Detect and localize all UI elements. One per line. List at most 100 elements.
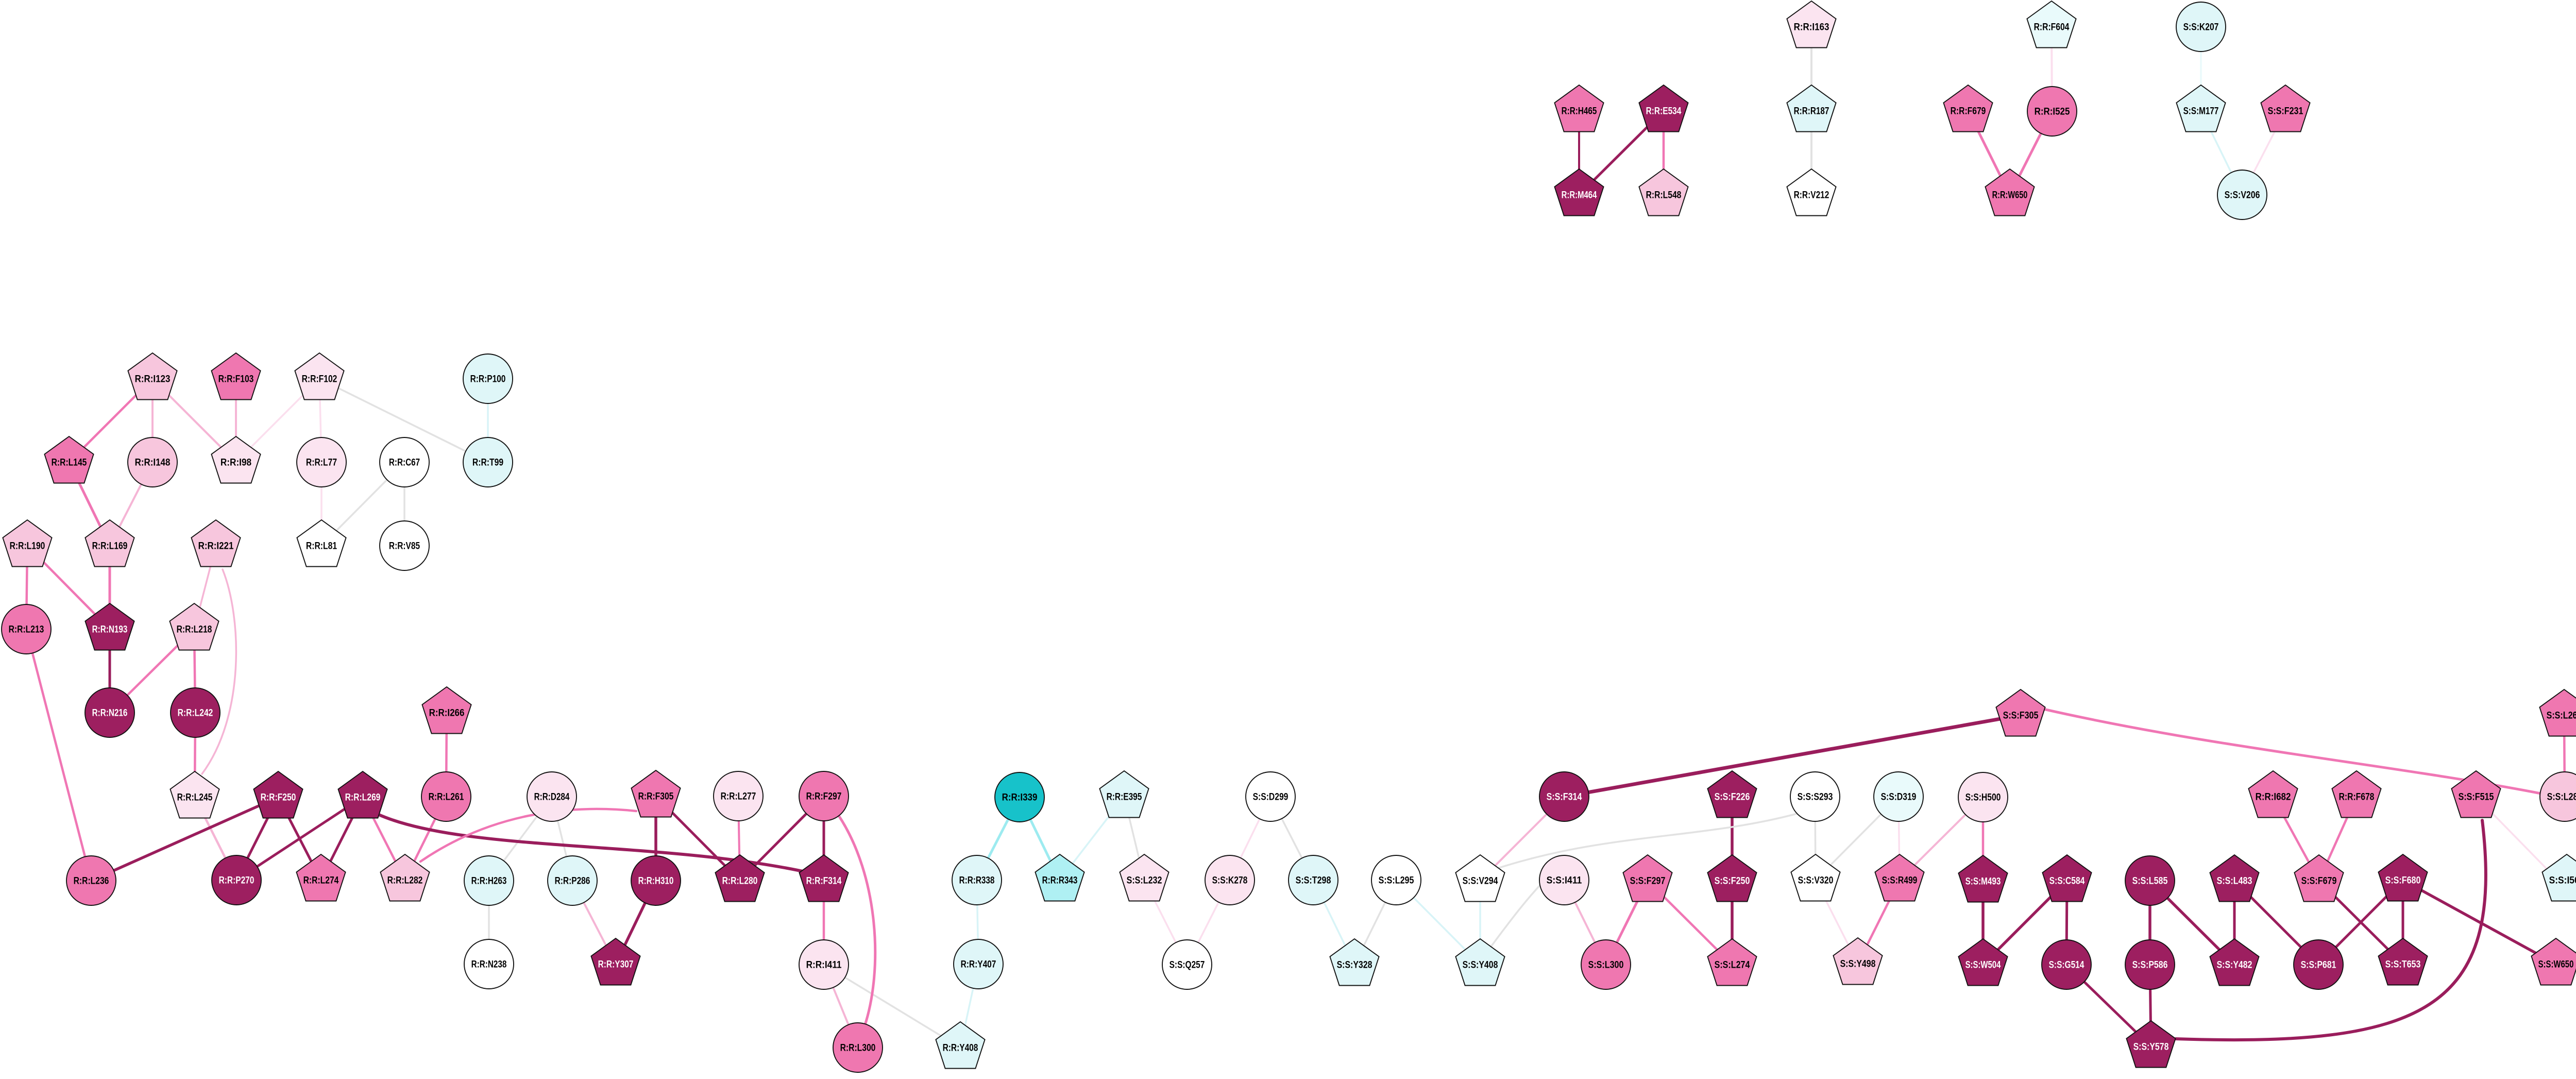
svg-text:R:R:F305: R:R:F305 bbox=[638, 791, 674, 802]
svg-text:S:S:T653: S:S:T653 bbox=[2385, 959, 2421, 970]
svg-text:S:S:D299: S:S:D299 bbox=[1253, 791, 1289, 803]
svg-text:S:S:F314: S:S:F314 bbox=[1547, 791, 1582, 803]
svg-text:S:S:Q257: S:S:Q257 bbox=[1170, 959, 1205, 971]
svg-text:R:R:H263: R:R:H263 bbox=[471, 875, 507, 887]
svg-text:R:R:M464: R:R:M464 bbox=[1562, 190, 1597, 201]
svg-text:S:S:V320: S:S:V320 bbox=[1798, 875, 1834, 886]
svg-text:R:R:Y407: R:R:Y407 bbox=[961, 959, 996, 970]
svg-text:R:R:I221: R:R:I221 bbox=[198, 541, 234, 552]
svg-text:R:R:F314: R:R:F314 bbox=[806, 875, 842, 887]
svg-text:R:R:L548: R:R:L548 bbox=[1646, 190, 1682, 201]
svg-text:R:R:I148: R:R:I148 bbox=[135, 457, 171, 468]
svg-text:R:R:C67: R:R:C67 bbox=[389, 457, 420, 468]
svg-text:S:S:P681: S:S:P681 bbox=[2301, 959, 2336, 971]
svg-text:S:S:L300: S:S:L300 bbox=[1588, 959, 1624, 971]
svg-text:R:R:W650: R:R:W650 bbox=[1992, 190, 2028, 201]
svg-text:S:S:M493: S:S:M493 bbox=[1965, 876, 2001, 887]
svg-text:R:R:F679: R:R:F679 bbox=[1951, 106, 1986, 117]
svg-text:S:S:F231: S:S:F231 bbox=[2268, 106, 2303, 117]
svg-text:S:S:F679: S:S:F679 bbox=[2301, 875, 2337, 887]
svg-text:R:R:L242: R:R:L242 bbox=[178, 707, 213, 719]
svg-text:R:R:L245: R:R:L245 bbox=[177, 792, 213, 803]
svg-text:R:R:P100: R:R:P100 bbox=[470, 374, 506, 385]
svg-text:R:R:F250: R:R:F250 bbox=[261, 792, 296, 803]
svg-text:R:R:I98: R:R:I98 bbox=[221, 457, 251, 468]
svg-text:S:S:Y328: S:S:Y328 bbox=[1337, 959, 1372, 971]
svg-text:S:S:L232: S:S:L232 bbox=[1127, 875, 1162, 886]
svg-text:R:R:L77: R:R:L77 bbox=[306, 457, 337, 468]
svg-text:S:S:L585: S:S:L585 bbox=[2132, 875, 2168, 887]
svg-text:R:R:I163: R:R:I163 bbox=[1794, 22, 1829, 33]
svg-text:R:R:L81: R:R:L81 bbox=[306, 541, 337, 552]
svg-text:S:S:Y408: S:S:Y408 bbox=[1463, 959, 1498, 971]
svg-text:S:S:L282: S:S:L282 bbox=[2547, 791, 2576, 803]
svg-text:R:R:E395: R:R:E395 bbox=[1107, 791, 1142, 803]
svg-text:R:R:L190: R:R:L190 bbox=[10, 541, 45, 552]
svg-text:S:S:L274: S:S:L274 bbox=[1715, 959, 1750, 971]
svg-text:S:S:Y578: S:S:Y578 bbox=[2133, 1041, 2169, 1053]
svg-text:S:S:F297: S:S:F297 bbox=[1630, 875, 1666, 887]
svg-text:S:S:F515: S:S:F515 bbox=[2459, 791, 2494, 803]
svg-text:R:R:D284: R:R:D284 bbox=[534, 791, 570, 803]
svg-text:R:R:L269: R:R:L269 bbox=[345, 792, 381, 803]
svg-text:R:R:I266: R:R:I266 bbox=[429, 707, 465, 719]
svg-text:R:R:T99: R:R:T99 bbox=[472, 457, 503, 468]
svg-text:S:S:F250: S:S:F250 bbox=[1715, 875, 1750, 887]
svg-text:R:R:H465: R:R:H465 bbox=[1562, 106, 1597, 117]
svg-text:S:S:K278: S:S:K278 bbox=[1212, 875, 1248, 886]
svg-text:S:S:F680: S:S:F680 bbox=[2385, 875, 2421, 886]
svg-text:S:S:L295: S:S:L295 bbox=[1379, 875, 1414, 886]
svg-text:R:R:F297: R:R:F297 bbox=[806, 791, 842, 802]
svg-text:S:S:C584: S:S:C584 bbox=[2049, 875, 2085, 887]
svg-text:S:S:K207: S:S:K207 bbox=[2183, 22, 2219, 33]
svg-text:R:R:I123: R:R:I123 bbox=[135, 374, 171, 385]
svg-text:R:R:R343: R:R:R343 bbox=[1042, 875, 1078, 886]
svg-text:R:R:N238: R:R:N238 bbox=[471, 959, 507, 970]
svg-text:R:R:F103: R:R:F103 bbox=[218, 374, 254, 385]
svg-text:R:R:I525: R:R:I525 bbox=[2035, 106, 2070, 117]
svg-text:R:R:Y408: R:R:Y408 bbox=[943, 1042, 978, 1054]
svg-text:R:R:I339: R:R:I339 bbox=[1002, 792, 1038, 803]
svg-text:S:S:W504: S:S:W504 bbox=[1965, 959, 2001, 971]
svg-text:S:S:R499: S:S:R499 bbox=[1882, 875, 1918, 886]
svg-text:S:S:M177: S:S:M177 bbox=[2183, 106, 2219, 117]
svg-text:S:S:D319: S:S:D319 bbox=[1881, 791, 1917, 803]
svg-text:S:S:I411: S:S:I411 bbox=[1547, 875, 1582, 886]
svg-text:S:S:T298: S:S:T298 bbox=[1296, 875, 1331, 886]
svg-text:R:R:L145: R:R:L145 bbox=[52, 457, 87, 468]
svg-text:S:S:L261: S:S:L261 bbox=[2547, 710, 2576, 721]
svg-text:R:R:P270: R:R:P270 bbox=[219, 875, 255, 886]
svg-text:R:R:Y307: R:R:Y307 bbox=[598, 959, 634, 970]
svg-text:R:R:L236: R:R:L236 bbox=[74, 875, 109, 887]
svg-text:R:R:L261: R:R:L261 bbox=[429, 791, 464, 803]
svg-text:R:R:V85: R:R:V85 bbox=[389, 541, 420, 552]
svg-text:R:R:L169: R:R:L169 bbox=[92, 541, 128, 552]
svg-text:R:R:I682: R:R:I682 bbox=[2256, 791, 2291, 803]
svg-text:R:R:L274: R:R:L274 bbox=[303, 875, 339, 886]
svg-text:R:R:E534: R:R:E534 bbox=[1646, 106, 1682, 117]
svg-text:R:R:R338: R:R:R338 bbox=[959, 875, 995, 886]
svg-text:R:R:L280: R:R:L280 bbox=[722, 875, 758, 887]
svg-text:S:S:S293: S:S:S293 bbox=[1798, 791, 1833, 803]
svg-text:R:R:V212: R:R:V212 bbox=[1794, 190, 1829, 201]
svg-text:R:R:F604: R:R:F604 bbox=[2034, 22, 2070, 33]
svg-text:S:S:F305: S:S:F305 bbox=[2003, 710, 2039, 721]
svg-text:S:S:F226: S:S:F226 bbox=[1715, 791, 1750, 803]
svg-text:S:S:Y498: S:S:Y498 bbox=[1840, 958, 1876, 970]
svg-text:R:R:L300: R:R:L300 bbox=[840, 1042, 876, 1054]
svg-text:R:R:L218: R:R:L218 bbox=[177, 624, 212, 635]
svg-text:S:S:I565: S:S:I565 bbox=[2549, 875, 2576, 886]
svg-text:R:R:F678: R:R:F678 bbox=[2339, 791, 2375, 803]
svg-text:R:R:N193: R:R:N193 bbox=[92, 624, 128, 635]
svg-text:R:R:P286: R:R:P286 bbox=[555, 875, 590, 887]
svg-text:R:R:H310: R:R:H310 bbox=[638, 875, 674, 887]
svg-text:R:R:L277: R:R:L277 bbox=[721, 791, 756, 802]
svg-text:S:S:Y482: S:S:Y482 bbox=[2217, 959, 2252, 971]
svg-text:R:R:L282: R:R:L282 bbox=[387, 875, 423, 886]
svg-text:R:R:I411: R:R:I411 bbox=[806, 959, 842, 971]
svg-text:S:S:W650: S:S:W650 bbox=[2538, 959, 2574, 970]
svg-text:R:R:F102: R:R:F102 bbox=[302, 374, 337, 385]
svg-text:S:S:P586: S:S:P586 bbox=[2132, 959, 2168, 971]
svg-text:S:S:H500: S:S:H500 bbox=[1965, 792, 2001, 803]
svg-text:R:R:L213: R:R:L213 bbox=[9, 624, 44, 635]
